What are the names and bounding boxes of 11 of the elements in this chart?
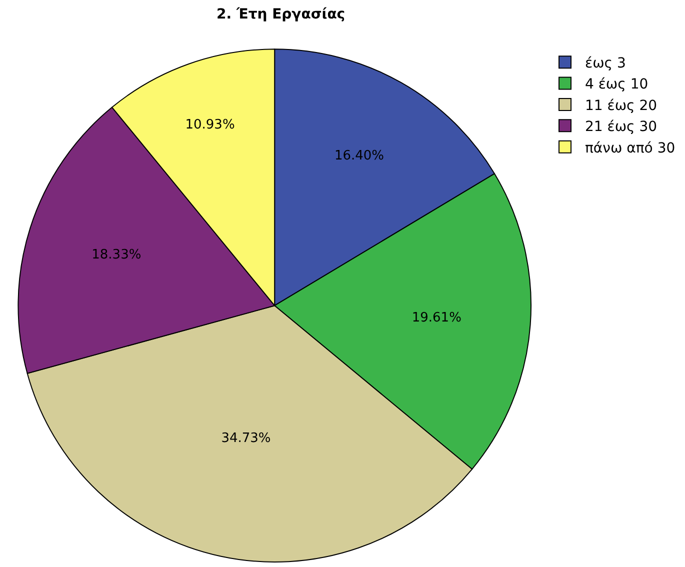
chart-title: 2. Έτη Εργασίας <box>216 6 346 22</box>
data-label: 18.33% <box>92 248 142 263</box>
legend-label: έως 3 <box>585 56 626 72</box>
data-label: 19.61% <box>412 310 462 326</box>
data-label: 16.40% <box>334 148 384 164</box>
data-label: 10.93% <box>185 117 235 132</box>
data-label: 34.73% <box>221 430 271 446</box>
legend-label: πάνω από 30 <box>585 140 676 156</box>
legend-label: 21 έως 30 <box>585 119 658 136</box>
legend-label: 11 έως 20 <box>585 98 658 114</box>
legend-label: 4 έως 10 <box>585 76 648 93</box>
